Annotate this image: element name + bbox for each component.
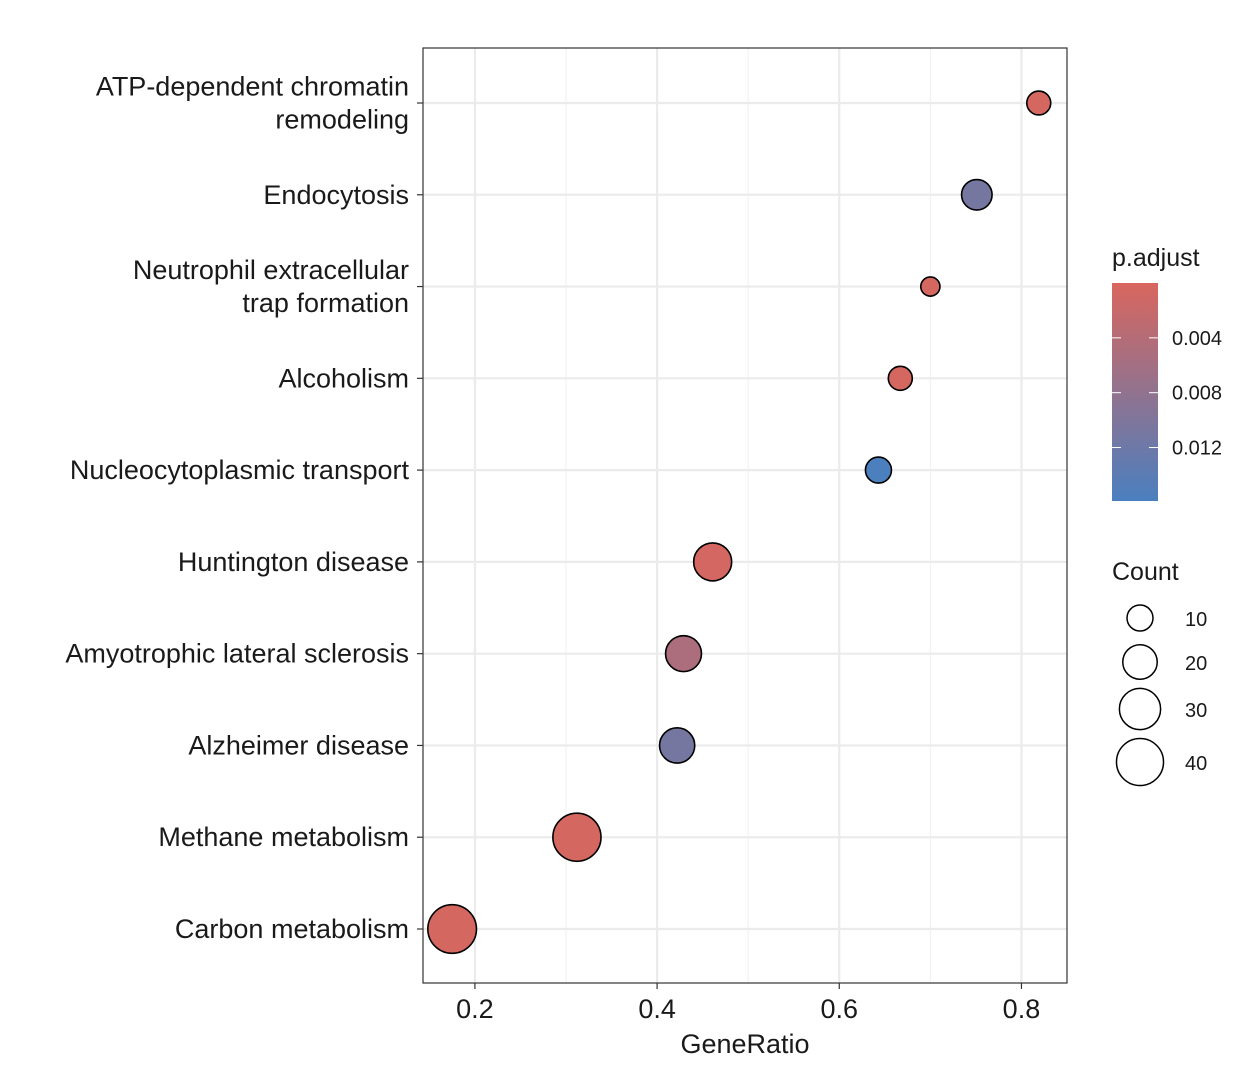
y-tick-label-line: Methane metabolism [158, 822, 409, 852]
size-key-circle [1118, 687, 1162, 731]
data-point [887, 365, 914, 392]
x-axis: 0.2 0.4 0.6 0.8 [456, 983, 1040, 1024]
points [427, 90, 1052, 955]
y-tick-label: Alcoholism [278, 363, 409, 393]
size-key-label: 20 [1185, 653, 1207, 675]
data-point [552, 812, 602, 863]
data-point [692, 542, 733, 582]
y-tick-label-line: Endocytosis [263, 180, 409, 210]
size-legend-title: Count [1112, 558, 1179, 586]
colorbar [1112, 283, 1158, 501]
y-tick-label-line: Huntington disease [178, 547, 409, 577]
size-key-circle [1122, 644, 1158, 680]
size-key-label: 40 [1185, 753, 1207, 775]
x-axis-title: GeneRatio [680, 1029, 809, 1059]
data-point [960, 178, 993, 211]
y-tick-label: Endocytosis [263, 180, 409, 210]
y-tick-label-line: Neutrophil extracellular [133, 255, 409, 285]
size-key-circle [1126, 604, 1154, 632]
colorbar-tick-label: 0.012 [1172, 438, 1222, 460]
colorbar-tick-label: 0.004 [1172, 328, 1222, 350]
grid [423, 48, 1067, 983]
y-tick-label: Neutrophil extracellular trap formation [133, 255, 409, 318]
x-tick-label: 0.4 [638, 994, 676, 1024]
y-axis: ATP-dependent chromatin remodeling Endocyt… [65, 72, 423, 944]
data-point [658, 727, 696, 764]
y-tick-label-line: trap formation [242, 288, 409, 318]
size-key-label: 30 [1185, 700, 1207, 722]
color-legend: p.adjust 0.004 0.008 0.012 [1112, 244, 1222, 501]
size-legend: Count 10 20 30 40 [1112, 558, 1207, 787]
data-point [919, 276, 941, 297]
colorbar-tick-label: 0.008 [1172, 383, 1222, 405]
y-tick-label: Alzheimer disease [188, 730, 409, 760]
data-point [864, 456, 893, 484]
y-tick-label-line: Nucleocytoplasmic transport [70, 455, 410, 485]
y-tick-label-line: Alzheimer disease [188, 730, 409, 760]
data-point [427, 903, 478, 955]
x-tick-label: 0.2 [456, 994, 494, 1024]
size-key-label: 10 [1185, 609, 1207, 631]
y-tick-label: Methane metabolism [158, 822, 409, 852]
data-point [664, 634, 703, 673]
x-tick-label: 0.6 [821, 994, 859, 1024]
y-tick-label: Amyotrophic lateral sclerosis [65, 639, 409, 669]
y-tick-label-line: Carbon metabolism [175, 914, 409, 944]
y-tick-label-line: ATP-dependent chromatin [96, 72, 409, 102]
y-tick-label: Nucleocytoplasmic transport [70, 455, 410, 485]
size-key-circle [1115, 737, 1165, 787]
plot-panel-border [422, 47, 1068, 984]
y-tick-label-line: Amyotrophic lateral sclerosis [65, 639, 409, 669]
y-tick-label: Carbon metabolism [175, 914, 409, 944]
y-tick-label-line: remodeling [275, 105, 409, 135]
color-legend-title: p.adjust [1112, 244, 1200, 272]
data-point [1025, 90, 1052, 116]
y-tick-label: Huntington disease [178, 547, 409, 577]
y-tick-label: ATP-dependent chromatin remodeling [96, 72, 409, 135]
y-tick-label-line: Alcoholism [278, 363, 409, 393]
x-tick-label: 0.8 [1003, 994, 1041, 1024]
